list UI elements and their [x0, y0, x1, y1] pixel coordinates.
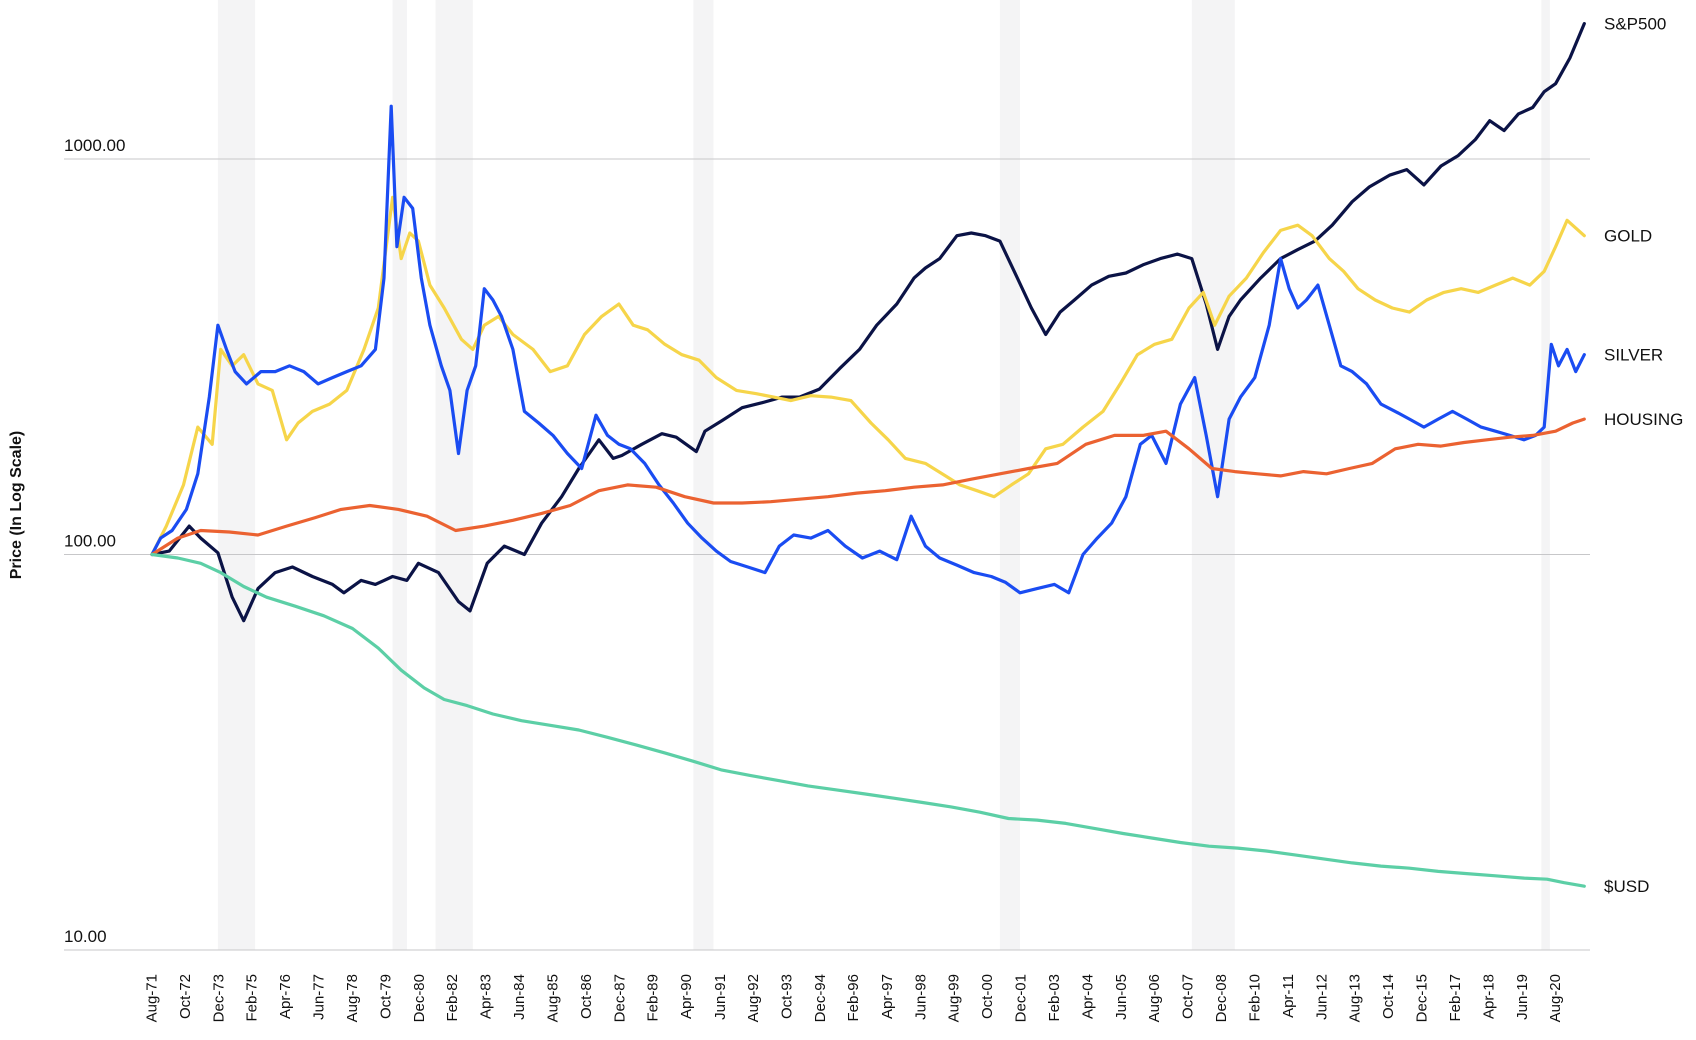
x-tick-label: Jun-12	[1313, 974, 1330, 1020]
x-tick-label: Jun-05	[1113, 974, 1130, 1020]
x-tick-label: Aug-13	[1347, 974, 1364, 1022]
x-tick-label: Dec-15	[1414, 974, 1431, 1022]
x-tick-label: Jun-77	[311, 974, 328, 1020]
x-tick-label: Oct-72	[177, 974, 194, 1019]
x-tick-label: Aug-20	[1547, 974, 1564, 1022]
x-tick-label: Dec-80	[411, 974, 428, 1022]
x-tick-label: Jun-84	[511, 974, 528, 1020]
x-tick-label: Jun-19	[1514, 974, 1531, 1020]
series-label: SILVER	[1604, 346, 1663, 365]
x-tick-label: Jun-98	[912, 974, 929, 1020]
x-tick-label: Feb-10	[1246, 974, 1263, 1022]
recession-band	[1541, 0, 1550, 950]
x-tick-label: Oct-93	[779, 974, 796, 1019]
x-tick-label: Oct-79	[378, 974, 395, 1019]
x-tick-label: Oct-07	[1180, 974, 1197, 1019]
series-line-silver	[150, 104, 1586, 595]
x-tick-label: Feb-17	[1447, 974, 1464, 1022]
recession-band	[435, 0, 473, 950]
series-label: HOUSING	[1604, 410, 1683, 429]
x-tick-label: Aug-92	[745, 974, 762, 1022]
recession-bands	[217, 0, 1550, 950]
series-label: $USD	[1604, 877, 1649, 896]
x-tick-label: Dec-94	[812, 974, 829, 1022]
x-tick-label: Apr-18	[1480, 974, 1497, 1019]
series-line-housing	[150, 417, 1586, 557]
x-tick-label: Feb-03	[1046, 974, 1063, 1022]
y-axis-ticks: 10.00 100.00 1000.00	[64, 136, 125, 946]
series-label: S&P500	[1604, 15, 1666, 34]
gridlines	[64, 158, 1590, 951]
x-tick-label: Oct-86	[578, 974, 595, 1019]
x-tick-label: Dec-08	[1213, 974, 1230, 1022]
y-tick-label: 1000.00	[64, 136, 125, 155]
x-tick-label: Apr-76	[277, 974, 294, 1019]
x-tick-label: Aug-78	[344, 974, 361, 1022]
x-tick-label: Apr-90	[678, 974, 695, 1019]
y-tick-label: 100.00	[64, 532, 116, 551]
x-tick-label: Aug-85	[545, 974, 562, 1022]
recession-band	[217, 0, 256, 950]
series-label: GOLD	[1604, 227, 1652, 246]
recession-band	[999, 0, 1020, 950]
x-tick-label: Oct-14	[1380, 974, 1397, 1019]
recession-band	[392, 0, 407, 950]
x-tick-label: Apr-97	[879, 974, 896, 1019]
x-tick-label: Apr-83	[478, 974, 495, 1019]
x-tick-label: Oct-00	[979, 974, 996, 1019]
x-tick-label: Feb-96	[845, 974, 862, 1022]
series-labels: S&P500 GOLD SILVER HOUSING $USD	[1604, 15, 1683, 897]
x-tick-label: Dec-73	[211, 974, 228, 1022]
recession-band	[693, 0, 714, 950]
x-tick-label: Feb-75	[244, 974, 261, 1022]
x-tick-label: Feb-89	[645, 974, 662, 1022]
series-line-gold	[150, 195, 1586, 557]
x-tick-label: Aug-06	[1146, 974, 1163, 1022]
x-tick-label: Feb-82	[444, 974, 461, 1022]
x-tick-label: Aug-99	[946, 974, 963, 1022]
series-line-usd	[150, 552, 1586, 888]
x-tick-label: Dec-87	[612, 974, 629, 1022]
x-tick-label: Aug-71	[143, 974, 160, 1022]
x-axis-ticks: Aug-71 Oct-72 Dec-73 Feb-75 Apr-76 Jun-77 Aug-…	[143, 974, 1564, 1022]
series-lines	[150, 22, 1586, 888]
y-tick-label: 10.00	[64, 927, 107, 946]
x-tick-label: Dec-01	[1013, 974, 1030, 1022]
x-tick-label: Jun-91	[712, 974, 729, 1020]
x-tick-label: Apr-04	[1079, 974, 1096, 1019]
y-axis-title: Price (In Log Scale)	[8, 431, 25, 579]
x-tick-label: Apr-11	[1280, 974, 1297, 1018]
series-line-sp500	[150, 22, 1586, 623]
